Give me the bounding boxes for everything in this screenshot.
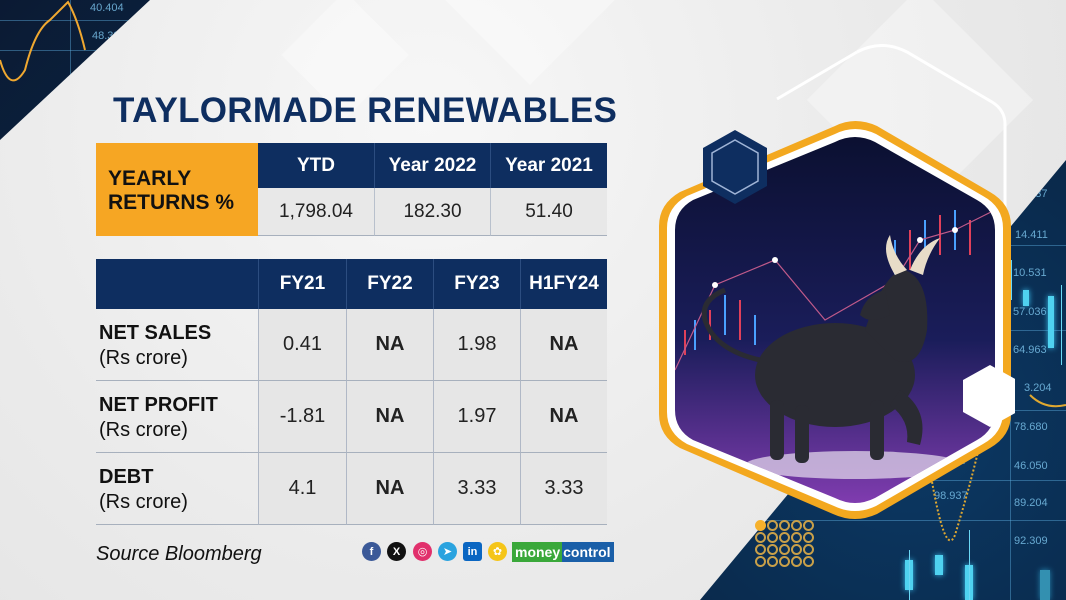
page-title: TAYLORMADE RENEWABLES (113, 91, 618, 130)
koo-icon[interactable]: ✿ (488, 542, 507, 561)
yearly-returns-label-line1: YEARLY (108, 167, 192, 190)
row-label-text: DEBT (99, 466, 154, 488)
row-label-net-profit: NET PROFIT (Rs crore) (96, 381, 258, 453)
debt-fy23: 3.33 (433, 453, 520, 525)
row-unit-text: (Rs crore) (99, 347, 188, 369)
facebook-icon[interactable]: f (362, 542, 381, 561)
moneycontrol-logo[interactable]: money control (512, 542, 614, 562)
instagram-icon[interactable]: ◎ (413, 542, 432, 561)
financials-header-h1fy24: H1FY24 (520, 259, 607, 309)
telegram-icon[interactable]: ➤ (438, 542, 457, 561)
net-sales-fy22: NA (346, 309, 433, 381)
yearly-returns-label-line2: RETURNS % (108, 191, 235, 214)
debt-h1fy24: 3.33 (520, 453, 607, 525)
net-profit-h1fy24: NA (520, 381, 607, 453)
yearly-returns-header-2022: Year 2022 (375, 143, 491, 188)
yearly-returns-header-ytd: YTD (258, 143, 375, 188)
yearly-returns-label: YEARLY RETURNS % (96, 143, 258, 236)
net-sales-fy23: 1.98 (433, 309, 520, 381)
financials-header-fy21: FY21 (258, 259, 346, 309)
bull-market-image (659, 121, 1015, 519)
yearly-returns-value-2022: 182.30 (375, 188, 491, 236)
row-unit-text: (Rs crore) (99, 491, 188, 513)
row-label-text: NET PROFIT (99, 394, 218, 416)
financials-header-fy23: FY23 (433, 259, 520, 309)
net-profit-fy23: 1.97 (433, 381, 520, 453)
x-twitter-icon[interactable]: X (387, 542, 406, 561)
net-sales-h1fy24: NA (520, 309, 607, 381)
debt-fy22: NA (346, 453, 433, 525)
row-label-text: NET SALES (99, 322, 212, 344)
row-unit-text: (Rs crore) (99, 419, 188, 441)
financials-header-blank (96, 259, 258, 309)
yearly-returns-value-2021: 51.40 (491, 188, 607, 236)
net-sales-fy21: 0.41 (258, 309, 346, 381)
row-label-net-sales: NET SALES (Rs crore) (96, 309, 258, 381)
hex-outline-decoration (776, 44, 1007, 364)
yearly-returns-value-ytd: 1,798.04 (258, 188, 375, 236)
financials-header-fy22: FY22 (346, 259, 433, 309)
brand-control: control (562, 542, 614, 562)
brand-money: money (512, 542, 563, 562)
debt-fy21: 4.1 (258, 453, 346, 525)
linkedin-icon[interactable]: in (463, 542, 482, 561)
net-profit-fy21: -1.81 (258, 381, 346, 453)
yearly-returns-header-2021: Year 2021 (491, 143, 607, 188)
source-note: Source Bloomberg (96, 543, 262, 565)
net-profit-fy22: NA (346, 381, 433, 453)
row-label-debt: DEBT (Rs crore) (96, 453, 258, 525)
